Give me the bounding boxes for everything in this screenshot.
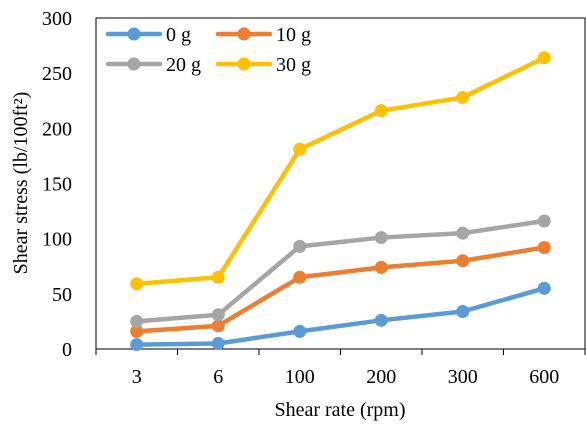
data-point	[293, 239, 307, 253]
legend-label: 10 g	[276, 24, 311, 46]
data-point	[537, 51, 551, 65]
data-point	[130, 277, 144, 291]
data-point	[293, 142, 307, 156]
series-20-g	[130, 214, 551, 328]
legend: 0 g 10 g 20 g 30 g	[105, 24, 311, 76]
legend-item: 0 g	[105, 24, 191, 46]
x-tick-label: 6	[213, 366, 223, 388]
y-tick-label: 0	[62, 339, 72, 361]
x-axis-title: Shear rate (rpm)	[274, 399, 405, 421]
series-line	[134, 55, 547, 287]
data-point	[374, 313, 388, 327]
series-line	[134, 218, 547, 324]
y-tick-label: 50	[52, 284, 72, 306]
data-point	[537, 214, 551, 228]
y-tick-label: 200	[42, 118, 72, 140]
y-tick-label: 300	[42, 8, 72, 30]
data-point	[211, 270, 225, 284]
data-point	[211, 336, 225, 350]
x-tick-label: 600	[529, 366, 559, 388]
series-group	[130, 51, 551, 352]
y-tick-label: 150	[42, 174, 72, 196]
data-point	[374, 104, 388, 118]
series-0-g	[130, 281, 551, 352]
legend-swatch-marker	[237, 27, 251, 41]
x-tick-label: 100	[285, 366, 315, 388]
data-point	[456, 90, 470, 104]
data-point	[456, 304, 470, 318]
data-point	[211, 319, 225, 333]
data-point	[374, 260, 388, 274]
data-point	[130, 324, 144, 338]
y-tick-label: 250	[42, 63, 72, 85]
series-30-g	[130, 51, 551, 291]
series-10-g	[130, 240, 551, 338]
legend-label: 0 g	[166, 24, 191, 46]
data-point	[537, 281, 551, 295]
data-point	[293, 270, 307, 284]
x-tick-label: 3	[132, 366, 142, 388]
data-point	[374, 231, 388, 245]
legend-item: 10 g	[215, 24, 311, 46]
x-tick-label: 200	[366, 366, 396, 388]
legend-item: 30 g	[215, 54, 311, 76]
data-point	[456, 226, 470, 240]
data-point	[130, 338, 144, 352]
x-tick-label: 300	[448, 366, 478, 388]
data-point	[130, 314, 144, 328]
y-axis-title: Shear stress (lb/100ft²)	[10, 92, 32, 275]
legend-label: 20 g	[166, 54, 201, 76]
legend-item: 20 g	[105, 54, 201, 76]
y-tick-label: 100	[42, 229, 72, 251]
legend-swatch-marker	[127, 57, 141, 71]
series-line	[134, 286, 547, 347]
axes: 0 50 100 150 200 250 300 3 6 100 200 300 600	[42, 8, 586, 388]
legend-swatch-marker	[237, 57, 251, 71]
legend-label: 30 g	[276, 54, 311, 76]
data-point	[537, 240, 551, 254]
data-point	[456, 254, 470, 268]
data-point	[293, 324, 307, 338]
series-line	[134, 245, 547, 334]
data-point	[211, 308, 225, 322]
legend-swatch-marker	[127, 27, 141, 41]
